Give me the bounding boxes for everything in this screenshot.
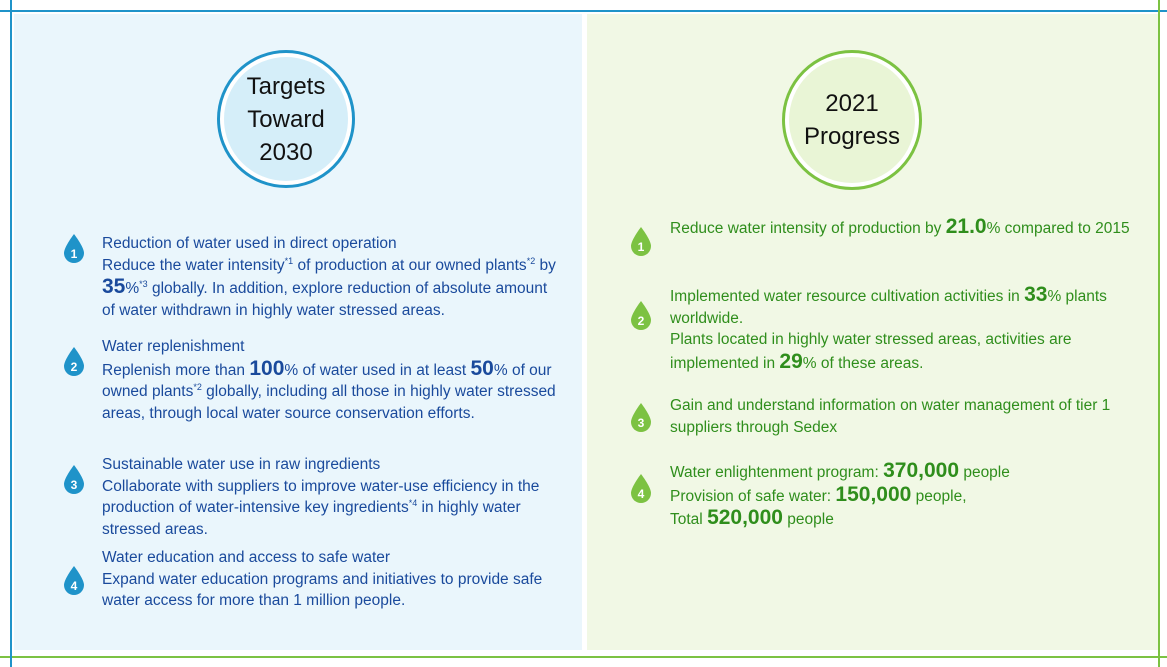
highlight-value: 35 — [102, 275, 126, 298]
footnote-marker: *4 — [408, 497, 418, 508]
text-run: globally. In addition, explore reduction… — [102, 280, 548, 319]
progress-item-3-text: Gain and understand information on water… — [670, 395, 1140, 438]
text-run: Collaborate with suppliers to improve wa… — [102, 477, 540, 517]
highlight-value: 21.0 — [945, 215, 987, 238]
footnote-marker: *1 — [284, 255, 294, 266]
text-run: of production at our owned plants — [293, 256, 527, 274]
drop-number-4: 4 — [638, 487, 645, 501]
target-item-2-text: Water replenishment Replenish more than … — [102, 336, 562, 424]
highlight-value: 520,000 — [707, 506, 783, 529]
text-run: % of water used in at least — [284, 361, 471, 379]
text-run: Expand water education programs and init… — [102, 570, 543, 610]
progress-item-2-text: Implemented water resource cultivation a… — [670, 284, 1140, 374]
progress-item-2-line-1: Implemented water resource cultivation a… — [670, 284, 1140, 329]
text-run: % of these areas. — [802, 354, 924, 372]
target-item-4-text: Water education and access to safe water… — [102, 547, 562, 612]
water-drop-icon-4: 4 — [64, 566, 84, 595]
text-run: in highly water stressed areas. — [102, 499, 521, 538]
frame-left-line — [10, 0, 12, 667]
text-run: Water enlightenment program: — [670, 464, 884, 481]
drop-number-3: 3 — [71, 478, 78, 492]
highlight-value: 150,000 — [835, 482, 912, 506]
highlight-value: 29 — [779, 349, 803, 373]
target-item-3-text: Sustainable water use in raw ingredients… — [102, 454, 562, 540]
progress-item-4-line-2: Provision of safe water: 150,000 people, — [670, 482, 1140, 508]
progress-item-4-line-3: Total 520,000 people — [670, 507, 1140, 531]
water-drop-icon-3: 3 — [64, 465, 84, 494]
drop-number-1: 1 — [71, 247, 78, 261]
highlight-value: 370,000 — [883, 459, 960, 482]
highlight-value: 100 — [249, 356, 285, 380]
text-run: Gain and understand information on water… — [670, 397, 1111, 436]
water-drop-icon-3: 3 — [631, 403, 651, 432]
target-item-1-text: Reduction of water used in direct operat… — [102, 233, 562, 321]
target-item-1-heading: Reduction of water used in direct operat… — [102, 235, 397, 252]
footnote-marker: *2 — [193, 381, 202, 392]
text-run: % — [125, 280, 140, 297]
progress-panel: 2021 Progress 1 Reduce water intensity o… — [587, 14, 1158, 650]
text-run: people — [782, 511, 834, 528]
text-run: Reduce water intensity of production by — [670, 220, 946, 237]
text-run: % compared to 2015 — [986, 220, 1130, 237]
drop-number-2: 2 — [71, 360, 78, 374]
text-run: people, — [911, 487, 967, 505]
frame-bottom-line — [0, 656, 1167, 658]
highlight-value: 33 — [1024, 283, 1048, 306]
targets-title: Targets Toward 2030 — [224, 57, 348, 181]
text-run: Total — [670, 511, 708, 528]
targets-title-circle: Targets Toward 2030 — [217, 50, 355, 188]
water-drop-icon-2: 2 — [64, 347, 84, 376]
water-drop-icon-1: 1 — [631, 227, 651, 256]
drop-number-4: 4 — [71, 579, 78, 593]
progress-item-4-line-1: Water enlightenment program: 370,000 peo… — [670, 460, 1140, 484]
text-run: % plants worldwide. — [670, 288, 1107, 327]
text-run: Provision of safe water: — [670, 487, 836, 505]
target-item-4-heading: Water education and access to safe water — [102, 549, 391, 566]
text-run: % of our owned plants — [102, 361, 552, 401]
text-run: by — [535, 256, 556, 274]
progress-item-1-text: Reduce water intensity of production by … — [670, 216, 1140, 240]
progress-title: 2021 Progress — [789, 57, 915, 183]
text-run: Plants located in highly water stressed … — [670, 331, 1072, 372]
highlight-value: 50 — [470, 356, 494, 380]
footnote-marker: *2 — [526, 255, 536, 266]
target-item-3-heading: Sustainable water use in raw ingredients — [102, 456, 381, 473]
drop-number-1: 1 — [638, 240, 645, 254]
drop-number-3: 3 — [638, 416, 645, 430]
text-run: Implemented water resource cultivation a… — [670, 288, 1025, 305]
progress-title-circle: 2021 Progress — [782, 50, 922, 190]
text-run: Reduce the water intensity — [102, 256, 285, 274]
water-drop-icon-2: 2 — [631, 301, 651, 330]
progress-item-4-text: Water enlightenment program: 370,000 peo… — [670, 460, 1140, 531]
frame-top-line — [0, 10, 1167, 12]
targets-panel: Targets Toward 2030 1 Reduction of water… — [14, 14, 582, 650]
target-item-2-heading: Water replenishment — [102, 338, 245, 355]
text-run: Replenish more than — [102, 361, 250, 379]
text-run: globally, including all those in highly … — [102, 383, 556, 422]
text-run: people — [959, 464, 1010, 481]
drop-number-2: 2 — [638, 314, 645, 328]
progress-item-2-line-2: Plants located in highly water stressed … — [670, 329, 1140, 374]
footnote-marker: *3 — [139, 278, 148, 289]
frame-right-line — [1158, 0, 1160, 667]
water-drop-icon-4: 4 — [631, 474, 651, 503]
water-drop-icon-1: 1 — [64, 234, 84, 263]
